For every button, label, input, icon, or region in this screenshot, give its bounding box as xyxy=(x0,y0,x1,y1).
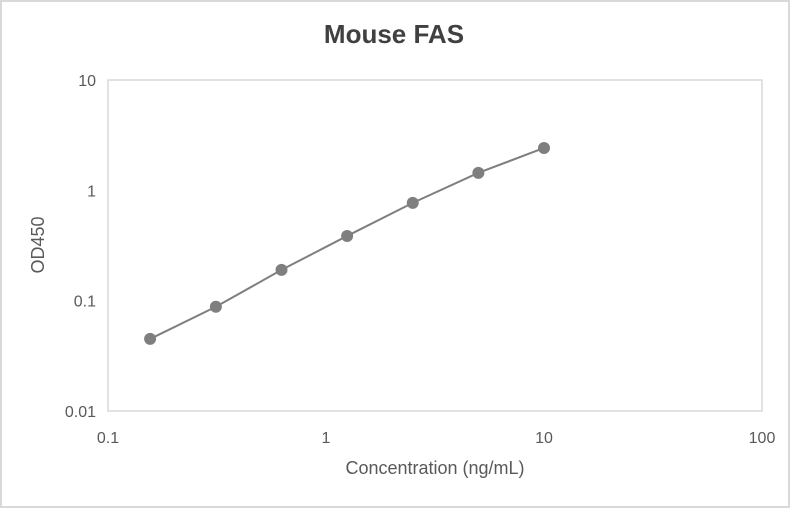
series-markers xyxy=(144,141,550,345)
chart-title: Mouse FAS xyxy=(324,19,464,49)
x-tick-label: 1 xyxy=(322,430,331,447)
data-point xyxy=(209,300,222,313)
data-point xyxy=(275,263,288,276)
x-axis-ticks: 0.1 1 10 100 xyxy=(97,430,776,447)
data-point xyxy=(538,141,550,154)
y-tick-label: 0.1 xyxy=(74,294,96,311)
y-tick-label: 10 xyxy=(78,73,96,90)
y-axis-ticks: 10 1 0.1 0.01 xyxy=(65,73,96,421)
y-tick-label: 0.01 xyxy=(65,404,96,421)
data-point xyxy=(341,229,354,242)
data-point xyxy=(144,332,157,345)
x-tick-label: 0.1 xyxy=(97,430,119,447)
x-axis-label: Concentration (ng/mL) xyxy=(345,458,524,478)
series-line xyxy=(149,147,545,340)
y-tick-label: 1 xyxy=(87,183,96,200)
x-tick-label: 10 xyxy=(535,430,553,447)
x-tick-label: 100 xyxy=(749,430,776,447)
y-axis-label: OD450 xyxy=(28,216,48,273)
data-point xyxy=(472,166,485,179)
plot-area xyxy=(107,79,763,412)
data-point xyxy=(406,196,419,209)
